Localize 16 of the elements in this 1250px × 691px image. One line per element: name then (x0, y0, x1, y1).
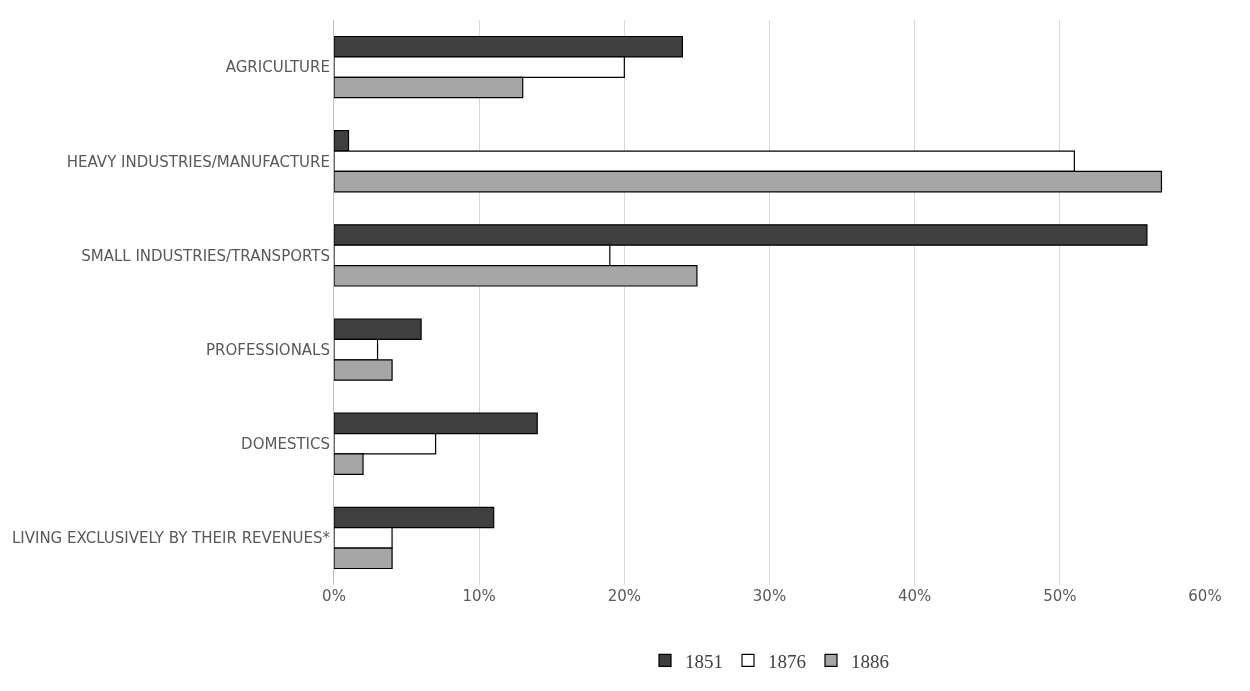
x-tick-label: 0% (322, 587, 346, 605)
y-tick-label: DOMESTICS (241, 435, 330, 453)
x-tick-label: 30% (752, 587, 787, 605)
x-tick-label: 40% (898, 587, 932, 605)
y-tick-label: HEAVY INDUSTRIES/MANUFACTURE (66, 152, 330, 171)
y-tick-label: SMALL INDUSTRIES/TRANSPORTS (81, 246, 330, 265)
y-tick-label: AGRICULTURE (225, 58, 330, 77)
legend-label: 1876 (768, 650, 806, 672)
legend-label: 1851 (685, 650, 723, 672)
x-tick-label: 20% (607, 587, 641, 605)
x-tick-label: 60% (1188, 587, 1222, 605)
x-tick-label: 10% (462, 587, 496, 605)
legend-label: 1886 (851, 650, 889, 672)
x-tick-label: 50% (1043, 587, 1077, 605)
y-tick-label: LIVING EXCLUSIVELY BY THEIR REVENUES* (11, 529, 331, 548)
y-tick-label: PROFESSIONALS (205, 340, 330, 359)
